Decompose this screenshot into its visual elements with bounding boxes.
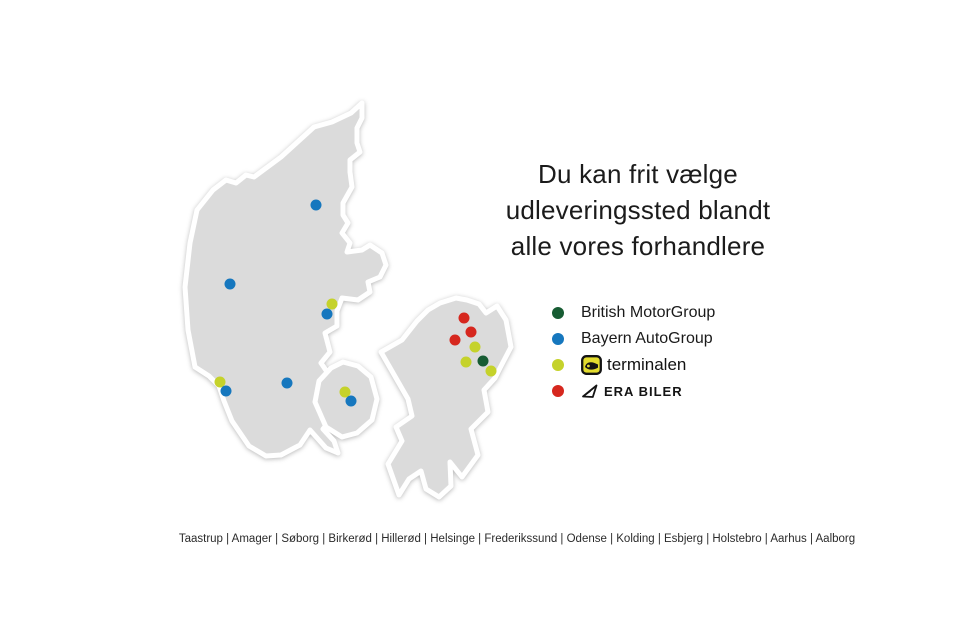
legend-label-era: ERA BILER (604, 383, 683, 399)
legend-label-terminalen: terminalen (607, 355, 687, 374)
legend-item-terminalen: terminalen (552, 352, 715, 378)
red-dot-icon (552, 385, 564, 397)
yellow-dot-icon (552, 359, 564, 371)
green-dot-icon (552, 307, 564, 319)
dealer-dot-terminalen (326, 298, 338, 310)
dealer-dot-british (477, 355, 489, 367)
terminalen-car-badge-icon (581, 355, 602, 375)
blue-dot-icon (552, 333, 564, 345)
dealer-dot-bayern (220, 385, 232, 397)
legend-label-british: British MotorGroup (581, 304, 716, 321)
legend-item-british-motorgroup: British MotorGroup (552, 300, 715, 326)
dealer-dot-bayern (281, 377, 293, 389)
era-triangle-icon (582, 384, 598, 398)
legend-label-bayern: Bayern AutoGroup (581, 330, 713, 347)
dealer-dot-terminalen (469, 341, 481, 353)
headline-line-2: udleveringssted blandt (505, 195, 771, 225)
dealer-dot-era (458, 312, 470, 324)
map-region-zealand (378, 295, 514, 500)
denmark-landmass (182, 100, 514, 500)
dealer-dot-bayern (345, 395, 357, 407)
legend-item-bayern-autogroup: Bayern AutoGroup (552, 326, 715, 352)
dealer-dot-terminalen (214, 376, 226, 388)
headline-line-3: alle vores forhandlere (510, 231, 766, 261)
dealer-dot-terminalen (339, 386, 351, 398)
dealer-dot-terminalen (460, 356, 472, 368)
dealer-dot-bayern (224, 278, 236, 290)
dealer-dot-bayern (310, 199, 322, 211)
dealer-dot-terminalen (485, 365, 497, 377)
dealer-dot-era (449, 334, 461, 346)
dealer-dot-era (465, 326, 477, 338)
legend: British MotorGroup Bayern AutoGroup term… (552, 300, 715, 404)
dealer-dot-bayern (321, 308, 333, 320)
legend-item-era-biler: ERA BILER (552, 378, 715, 404)
pickup-cities-list: Taastrup | Amager | Søborg | Birkerød | … (178, 533, 856, 545)
headline-line-1: Du kan frit vælge (538, 159, 738, 189)
dealer-location-dots (214, 199, 497, 407)
headline: Du kan frit vælge udleveringssted blandt… (480, 156, 796, 264)
